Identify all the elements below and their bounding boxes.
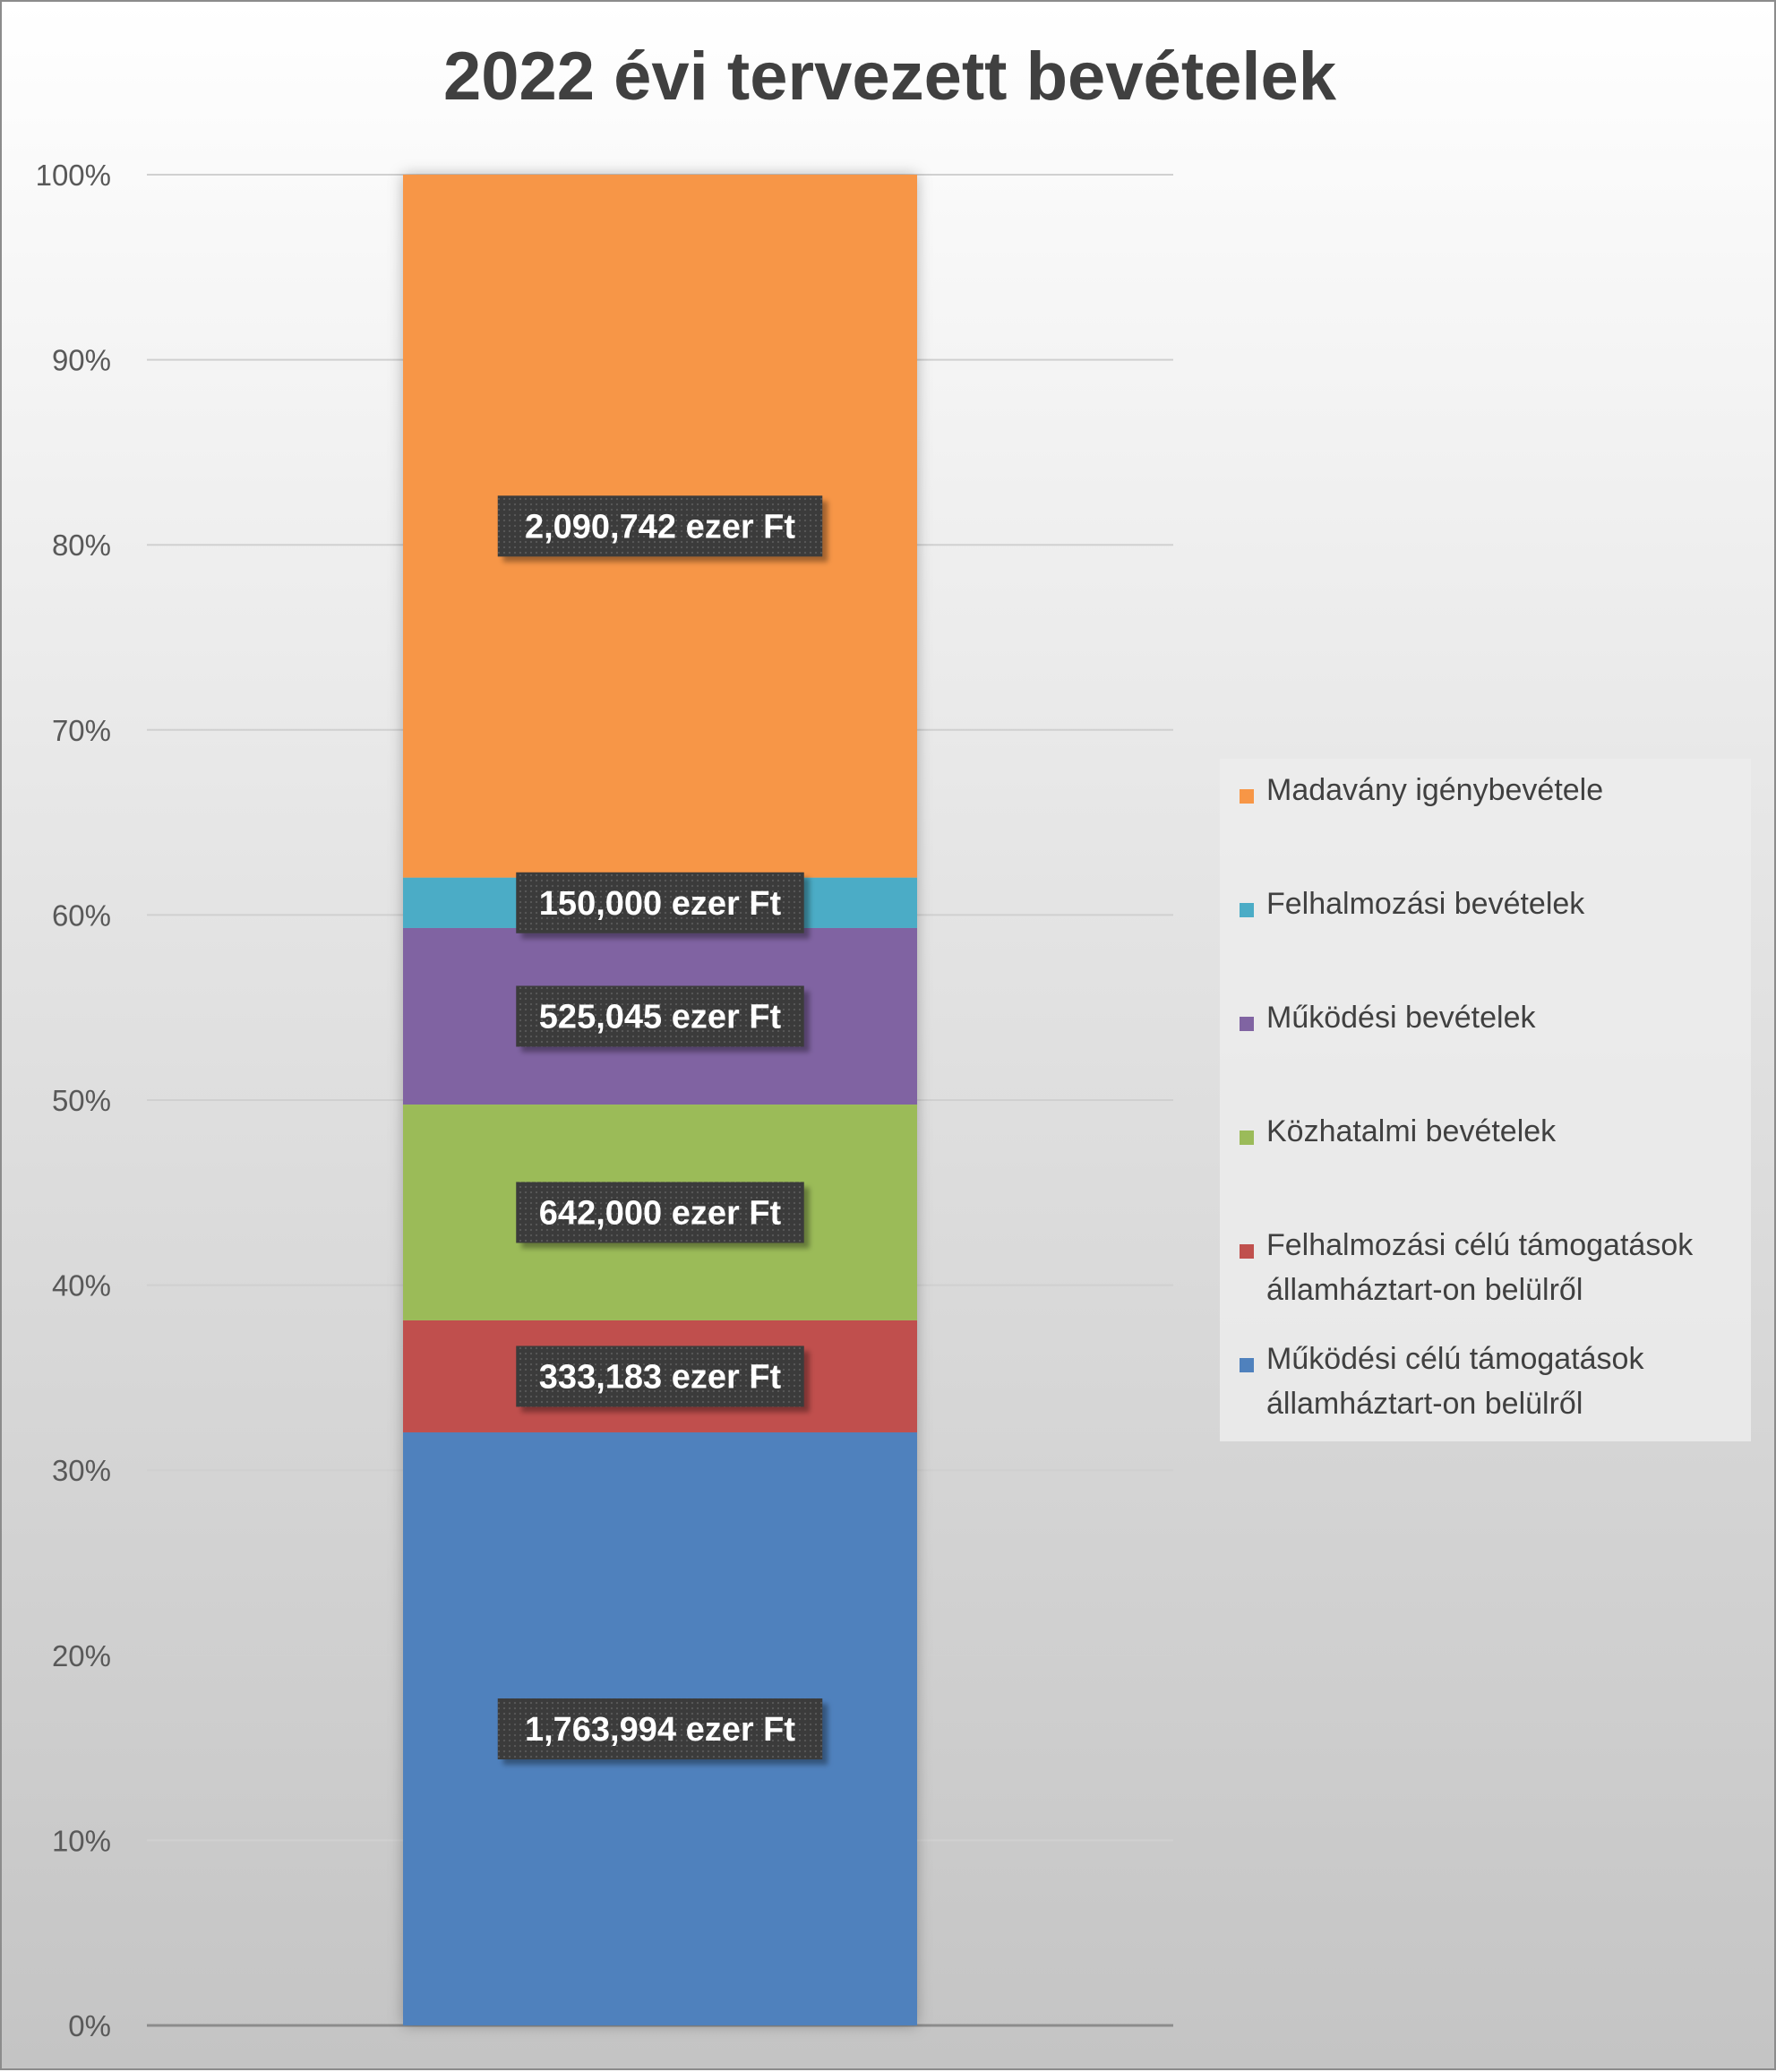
legend-label: Madavány igénybevétele	[1266, 773, 1604, 807]
y-tick-label: 80%	[52, 529, 111, 562]
legend-item: Működési célú támogatások államháztart-o…	[1240, 1337, 1735, 1450]
legend-item: Közhatalmi bevételek	[1240, 1109, 1735, 1223]
y-tick-label: 10%	[52, 1824, 111, 1857]
legend-swatch	[1240, 903, 1254, 917]
legend-label: Közhatalmi bevételek	[1266, 1114, 1557, 1148]
y-tick-label: 30%	[52, 1454, 111, 1487]
y-tick-label: 60%	[52, 898, 111, 932]
data-label: 333,183 ezer Ft	[539, 1358, 782, 1396]
data-label-box	[516, 872, 804, 933]
legend-swatch	[1240, 1017, 1254, 1031]
legend-label: Működési célú támogatások államháztart-o…	[1266, 1342, 1644, 1421]
legend-swatch	[1240, 1131, 1254, 1145]
legend-item: Felhalmozási célú támogatások államházta…	[1240, 1223, 1735, 1337]
y-tick-label: 70%	[52, 714, 111, 747]
legend-label: Felhalmozási célú támogatások államházta…	[1266, 1228, 1694, 1307]
y-tick-label: 40%	[52, 1269, 111, 1303]
data-label: 642,000 ezer Ft	[539, 1194, 782, 1232]
y-tick-label: 20%	[52, 1639, 111, 1672]
chart-title: 2022 évi tervezett bevételek	[442, 39, 1337, 115]
data-label-box	[516, 985, 804, 1047]
y-tick-label: 90%	[52, 344, 111, 377]
data-label-box	[516, 1182, 804, 1243]
data-label: 1,763,994 ezer Ft	[525, 1711, 795, 1749]
data-label: 525,045 ezer Ft	[539, 998, 782, 1036]
legend-item: Madavány igénybevétele	[1240, 768, 1735, 881]
legend-label: Felhalmozási bevételek	[1266, 887, 1585, 921]
y-tick-label: 0%	[68, 2009, 111, 2042]
legend-item: Működési bevételek	[1240, 995, 1735, 1109]
y-tick-label: 50%	[52, 1084, 111, 1117]
data-label-box	[497, 1698, 823, 1759]
legend: Madavány igénybevétele Felhalmozási bevét…	[1220, 759, 1751, 1441]
legend-swatch	[1240, 1358, 1254, 1372]
data-label-box	[516, 1346, 804, 1407]
legend-item: Felhalmozási bevételek	[1240, 881, 1735, 995]
legend-swatch	[1240, 789, 1254, 804]
data-label: 150,000 ezer Ft	[539, 885, 782, 923]
y-tick-label: 100%	[36, 159, 111, 192]
data-label: 2,090,742 ezer Ft	[525, 508, 795, 546]
data-label-box	[497, 495, 823, 557]
legend-label: Működési bevételek	[1266, 1001, 1536, 1035]
legend-swatch	[1240, 1244, 1254, 1259]
